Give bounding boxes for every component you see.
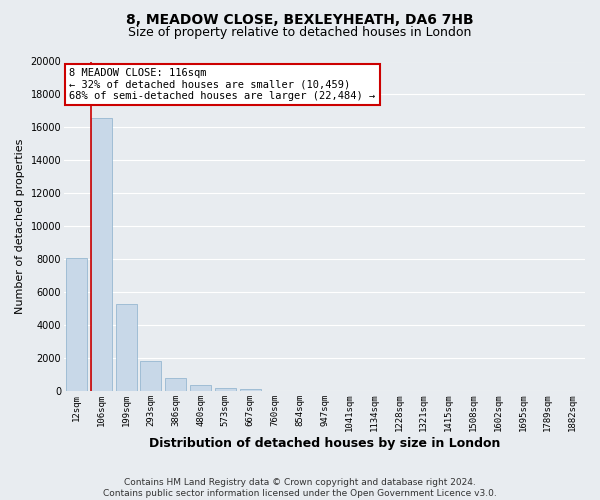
Bar xyxy=(66,258,87,391)
Text: Contains HM Land Registry data © Crown copyright and database right 2024.
Contai: Contains HM Land Registry data © Crown c… xyxy=(103,478,497,498)
Bar xyxy=(91,118,112,391)
Text: 8, MEADOW CLOSE, BEXLEYHEATH, DA6 7HB: 8, MEADOW CLOSE, BEXLEYHEATH, DA6 7HB xyxy=(126,12,474,26)
Bar xyxy=(140,362,161,391)
X-axis label: Distribution of detached houses by size in London: Distribution of detached houses by size … xyxy=(149,437,500,450)
Bar xyxy=(239,390,260,391)
Y-axis label: Number of detached properties: Number of detached properties xyxy=(15,138,25,314)
Bar xyxy=(165,378,186,391)
Bar xyxy=(190,386,211,391)
Bar xyxy=(116,304,137,391)
Text: 8 MEADOW CLOSE: 116sqm
← 32% of detached houses are smaller (10,459)
68% of semi: 8 MEADOW CLOSE: 116sqm ← 32% of detached… xyxy=(69,68,376,102)
Text: Size of property relative to detached houses in London: Size of property relative to detached ho… xyxy=(128,26,472,39)
Bar xyxy=(215,388,236,391)
